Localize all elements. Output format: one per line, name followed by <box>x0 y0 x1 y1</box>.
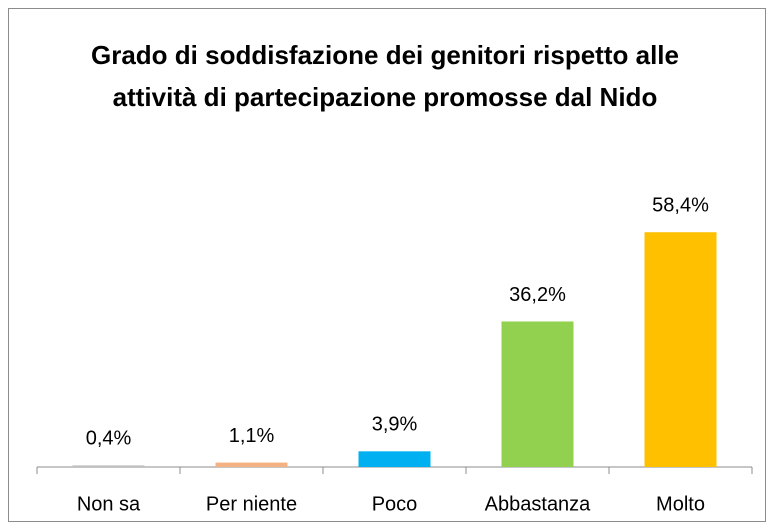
data-label: 0,4% <box>86 428 132 450</box>
chart-title: Grado di soddisfazione dei genitori risp… <box>91 40 679 112</box>
chart-border <box>8 8 766 522</box>
x-tick-label: Poco <box>372 493 418 515</box>
data-label: 36,2% <box>509 284 566 306</box>
x-tick-label: Abbastanza <box>485 493 592 515</box>
data-label: 58,4% <box>652 195 709 217</box>
bar <box>501 321 574 467</box>
bar <box>215 462 288 467</box>
data-label: 3,9% <box>372 414 418 436</box>
x-tick-label: Per niente <box>206 493 297 515</box>
x-tick-label: Molto <box>656 493 705 515</box>
x-tick-label: Non sa <box>77 493 141 515</box>
bar <box>72 465 145 467</box>
bar <box>644 232 717 467</box>
bar <box>358 451 431 467</box>
data-label: 1,1% <box>229 425 275 447</box>
